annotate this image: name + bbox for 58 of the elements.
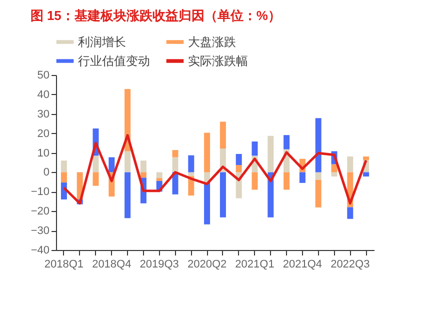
bar <box>347 207 354 219</box>
x-tick-label: 2018Q4 <box>92 258 132 270</box>
x-tick-label: 2019Q3 <box>140 258 179 270</box>
bar <box>172 157 178 172</box>
legend-label: 利润增长 <box>78 35 126 49</box>
x-tick-label: 2022Q3 <box>330 258 370 270</box>
x-tick-label: 2020Q2 <box>187 258 227 270</box>
chart-title: 图 15：基建板块涨跌收益归因（单位：%） <box>30 8 281 23</box>
bar <box>284 135 290 150</box>
x-tick-label: 2018Q1 <box>44 258 84 270</box>
bar <box>268 136 274 172</box>
y-tick-label: −10 <box>30 186 50 198</box>
bar <box>284 172 290 190</box>
bar <box>140 160 146 172</box>
bar <box>220 122 226 148</box>
bar <box>315 172 322 180</box>
line-series <box>62 134 368 205</box>
y-tick-label: −40 <box>30 244 50 256</box>
bar <box>315 118 322 172</box>
bar <box>156 178 162 181</box>
bar <box>60 172 67 183</box>
bar <box>188 172 194 176</box>
bar <box>315 180 322 208</box>
bar <box>92 172 99 186</box>
bar <box>252 172 258 190</box>
bar <box>108 157 115 172</box>
y-tick-label: 50 <box>37 70 50 82</box>
bar <box>124 151 131 172</box>
bar <box>124 172 131 218</box>
bar <box>204 182 210 224</box>
bar <box>140 172 146 178</box>
legend-label: 实际涨跌幅 <box>188 54 248 68</box>
bar <box>92 156 99 172</box>
bar <box>204 132 210 172</box>
bar <box>363 156 370 160</box>
bar <box>331 172 338 176</box>
bar <box>347 156 354 172</box>
y-tick-label: 20 <box>37 128 50 140</box>
bar <box>236 154 242 166</box>
bar <box>252 142 258 156</box>
bar <box>236 165 242 172</box>
y-tick-label: 40 <box>37 88 50 101</box>
y-tick-label: −20 <box>30 206 50 218</box>
y-tick-label: 0 <box>43 166 50 179</box>
bar <box>220 172 226 218</box>
bar <box>299 172 306 183</box>
y-tick-label: 10 <box>37 147 50 160</box>
bar <box>156 172 162 178</box>
bar <box>363 172 370 176</box>
bar <box>188 155 194 172</box>
x-tick-label: 2021Q4 <box>282 258 322 270</box>
bar <box>60 160 67 172</box>
x-tick-label: 2021Q1 <box>235 258 274 270</box>
legend-label: 大盘涨跌 <box>188 35 236 49</box>
y-tick-label: 30 <box>37 108 50 120</box>
bar <box>172 150 178 158</box>
legend-label: 行业估值变动 <box>78 54 150 68</box>
y-tick-label: −30 <box>30 225 50 238</box>
